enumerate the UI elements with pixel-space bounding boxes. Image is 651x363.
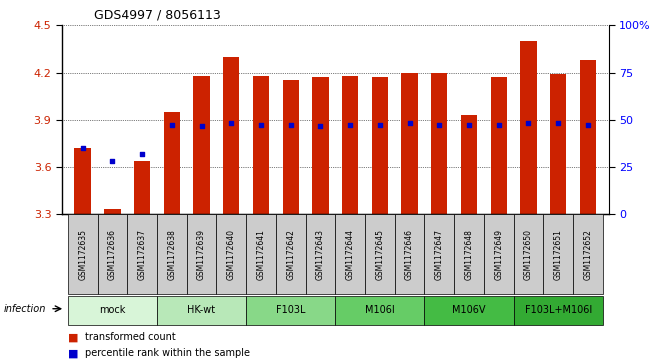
Point <box>345 122 355 127</box>
Text: GSM1172639: GSM1172639 <box>197 229 206 280</box>
Text: mock: mock <box>99 305 126 315</box>
Bar <box>246 214 276 294</box>
Bar <box>461 115 477 214</box>
Text: transformed count: transformed count <box>85 332 175 342</box>
Text: F103L+M106I: F103L+M106I <box>525 305 592 315</box>
Bar <box>491 77 507 214</box>
Bar <box>342 76 358 214</box>
Bar <box>579 60 596 214</box>
Bar <box>253 76 269 214</box>
Point <box>374 122 385 127</box>
Point <box>493 122 504 127</box>
Bar <box>520 41 536 214</box>
Text: GSM1172642: GSM1172642 <box>286 229 295 280</box>
Bar <box>187 214 216 294</box>
Point <box>286 122 296 127</box>
Bar <box>514 295 603 325</box>
Bar <box>74 148 91 214</box>
Point <box>523 120 534 126</box>
Text: percentile rank within the sample: percentile rank within the sample <box>85 348 249 359</box>
Text: M106V: M106V <box>452 305 486 315</box>
Text: GSM1172647: GSM1172647 <box>435 229 444 280</box>
Bar <box>305 214 335 294</box>
Text: ■: ■ <box>68 348 79 359</box>
Bar <box>312 77 329 214</box>
Bar <box>157 295 246 325</box>
Point <box>137 151 147 157</box>
Bar <box>372 77 388 214</box>
Text: GSM1172644: GSM1172644 <box>346 229 355 280</box>
Text: GSM1172646: GSM1172646 <box>405 229 414 280</box>
Point <box>167 122 177 127</box>
Text: GSM1172640: GSM1172640 <box>227 229 236 280</box>
Bar <box>104 209 120 214</box>
Bar <box>424 295 514 325</box>
Bar <box>335 295 424 325</box>
Bar <box>127 214 157 294</box>
Point <box>107 158 118 164</box>
Point <box>464 122 474 127</box>
Bar <box>216 214 246 294</box>
Text: GSM1172638: GSM1172638 <box>167 229 176 280</box>
Bar <box>335 214 365 294</box>
Bar <box>550 74 566 214</box>
Text: GSM1172650: GSM1172650 <box>524 229 533 280</box>
Bar <box>223 57 240 214</box>
Bar <box>163 112 180 214</box>
Bar <box>365 214 395 294</box>
Bar <box>402 73 418 214</box>
Text: HK-wt: HK-wt <box>187 305 215 315</box>
Point <box>226 120 236 126</box>
Text: GSM1172649: GSM1172649 <box>494 229 503 280</box>
Bar <box>573 214 603 294</box>
Point <box>77 145 88 151</box>
Bar <box>454 214 484 294</box>
Bar <box>193 76 210 214</box>
Bar <box>395 214 424 294</box>
Text: GSM1172645: GSM1172645 <box>376 229 384 280</box>
Point <box>404 120 415 126</box>
Point <box>583 122 593 127</box>
Bar <box>68 214 98 294</box>
Point <box>434 122 445 127</box>
Bar <box>134 161 150 214</box>
Bar <box>276 214 305 294</box>
Text: M106I: M106I <box>365 305 395 315</box>
Text: GSM1172648: GSM1172648 <box>465 229 473 280</box>
Bar <box>98 214 127 294</box>
Bar <box>157 214 187 294</box>
Point <box>315 123 326 129</box>
Text: GSM1172636: GSM1172636 <box>108 229 117 280</box>
Text: GSM1172641: GSM1172641 <box>256 229 266 280</box>
Bar <box>424 214 454 294</box>
Text: GDS4997 / 8056113: GDS4997 / 8056113 <box>94 9 221 22</box>
Text: GSM1172652: GSM1172652 <box>583 229 592 280</box>
Text: GSM1172651: GSM1172651 <box>553 229 562 280</box>
Text: GSM1172643: GSM1172643 <box>316 229 325 280</box>
Bar <box>431 73 447 214</box>
Point <box>197 123 207 129</box>
Bar <box>514 214 544 294</box>
Bar <box>484 214 514 294</box>
Text: GSM1172635: GSM1172635 <box>78 229 87 280</box>
Bar <box>68 295 157 325</box>
Text: infection: infection <box>3 304 46 314</box>
Text: ■: ■ <box>68 332 79 342</box>
Text: F103L: F103L <box>276 305 305 315</box>
Text: GSM1172637: GSM1172637 <box>137 229 146 280</box>
Bar <box>283 81 299 214</box>
Bar <box>544 214 573 294</box>
Bar <box>246 295 335 325</box>
Point <box>553 120 563 126</box>
Point <box>256 122 266 127</box>
